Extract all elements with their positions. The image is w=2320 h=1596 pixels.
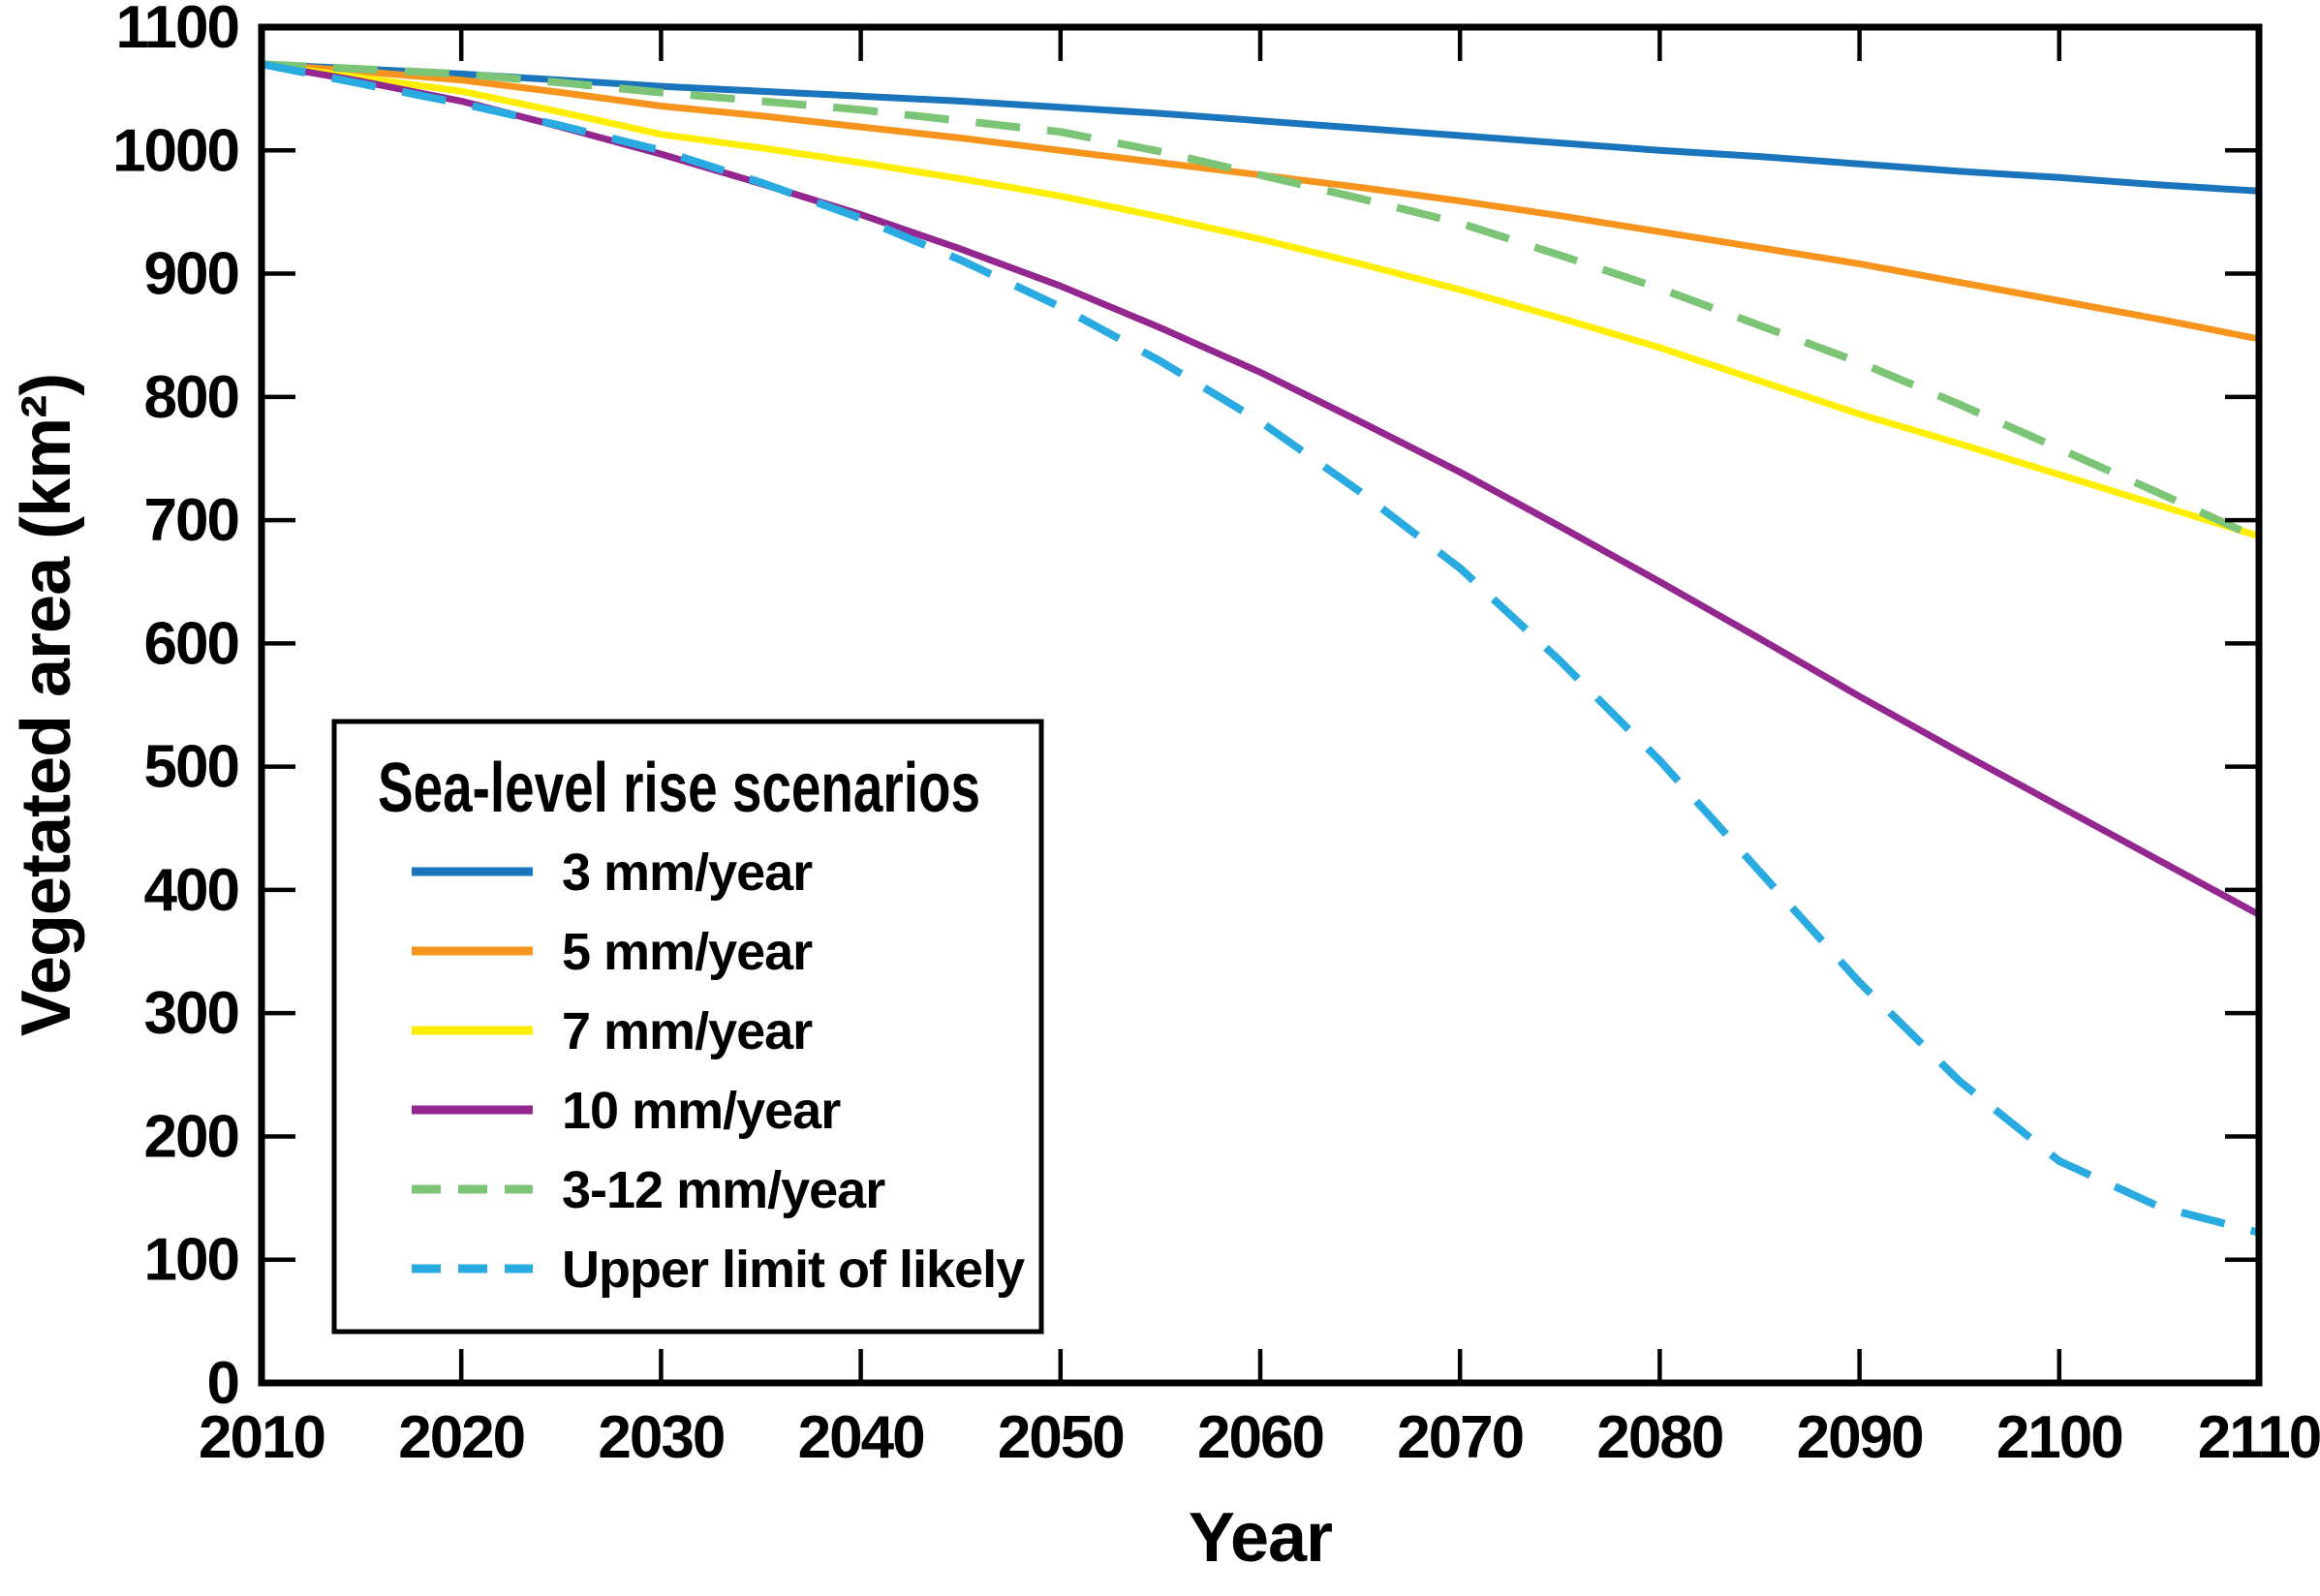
series-line-3-12-mm-year [261,60,2261,542]
y-tick-label: 400 [144,857,238,924]
x-tick-label: 2060 [1197,1404,1323,1471]
x-tick-label: 2080 [1596,1404,1722,1471]
x-tick-label: 2110 [2198,1404,2320,1471]
series-line-7-mm-year [261,60,2261,539]
y-tick-label: 1000 [112,117,238,184]
x-axis-label: Year [1189,1499,1332,1577]
y-tick-label: 1100 [115,0,238,61]
y-axis-label: Vegetated area (km²) [8,374,85,1036]
y-tick-label: 500 [144,734,238,801]
legend-label: Upper limit of likely [562,1241,1025,1299]
x-tick-label: 2040 [798,1404,924,1471]
tick-labels: 0 100 200 300 400 500 600 700 800 900 1000 1100 2010… [112,0,2320,1471]
y-tick-label: 600 [144,610,238,677]
series-lines [261,60,2261,1237]
y-tick-label: 100 [144,1227,238,1294]
x-tick-label: 2020 [398,1404,524,1471]
legend-label: 7 mm/year [562,1002,813,1060]
y-tick-label: 200 [144,1103,238,1170]
plot-border [258,23,2263,1387]
x-tick-label: 2070 [1397,1404,1523,1471]
legend-label: 3-12 mm/year [562,1161,885,1219]
y-tick-label: 300 [144,980,238,1047]
y-tick-label: 0 [207,1350,238,1417]
legend-label: 10 mm/year [562,1082,841,1140]
x-tick-label: 2100 [1996,1404,2122,1471]
series-line-5-mm-year [261,60,2260,343]
legend-title: Sea-level rise scenarios [378,750,980,827]
y-tick-label: 900 [144,241,238,308]
y-tick-label: 700 [144,487,238,554]
series-line-10-mm-year [261,60,2261,918]
x-tick-label: 2090 [1797,1404,1923,1471]
legend-items: 3 mm/year 5 mm/year 7 mm/year 10 mm/year 3-1… [412,844,1026,1299]
legend-label: 5 mm/year [562,923,813,981]
x-tick-label: 2030 [598,1404,724,1471]
series-line-3-mm-year [261,60,2260,195]
x-tick-label: 2010 [199,1404,325,1471]
x-tick-label: 2050 [998,1404,1124,1471]
legend-label: 3 mm/year [562,844,813,902]
y-tick-label: 800 [144,364,238,431]
legend: Sea-level rise scenarios 3 mm/year 5 mm/y… [331,719,1044,1335]
